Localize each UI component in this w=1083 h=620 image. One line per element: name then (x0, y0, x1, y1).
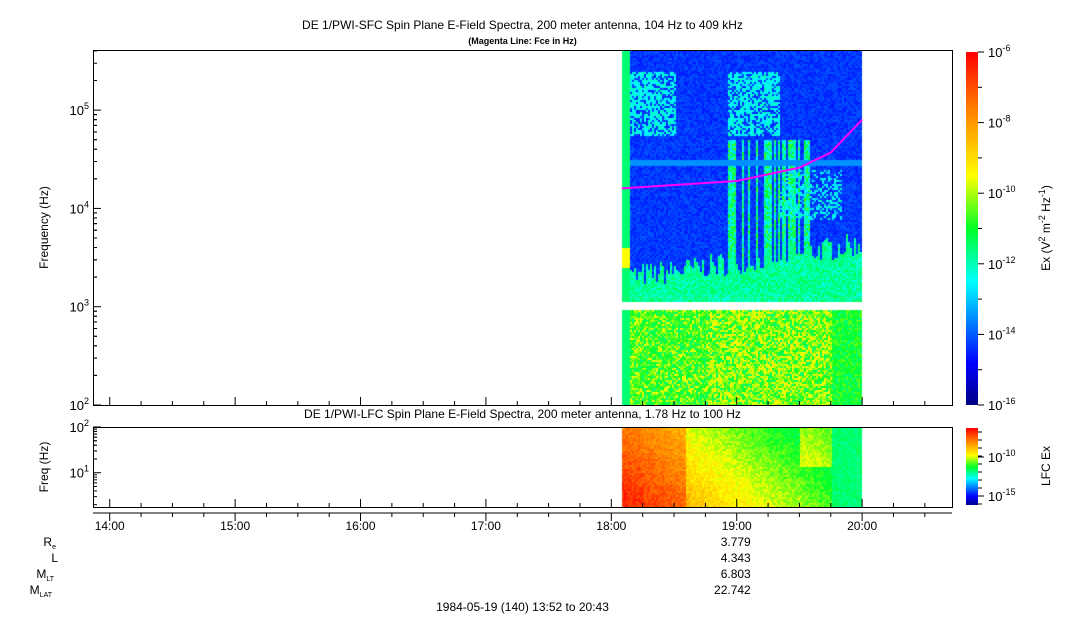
top-panel-frame (93, 50, 953, 406)
ephemeris-label: L (51, 551, 58, 565)
ephemeris-label: MLAT (30, 583, 53, 599)
date-range-footer: 1984-05-19 (140) 13:52 to 20:43 (436, 600, 609, 614)
lfc-spectrogram (93, 427, 952, 507)
bottom-panel-frame (93, 427, 953, 508)
top-panel-title: DE 1/PWI-SFC Spin Plane E-Field Spectra,… (302, 18, 743, 32)
fce-line (621, 118, 863, 190)
sfc-spectrogram (93, 50, 952, 405)
lfc-y-tick-label: 102 (70, 418, 89, 435)
x-tick-label: 16:00 (346, 519, 376, 533)
ephemeris-value: 6.803 (721, 567, 751, 581)
sfc-colorbar-tick-label: 10-12 (988, 255, 1015, 272)
sfc-colorbar (966, 52, 978, 405)
sfc-colorbar-tick-label: 10-10 (988, 184, 1015, 201)
ephemeris-label: Re (43, 535, 56, 551)
x-tick-label: 19:00 (722, 519, 752, 533)
ephemeris-value: 3.779 (721, 535, 751, 549)
x-tick-label: 20:00 (847, 519, 877, 533)
sfc-y-axis-label: Frequency (Hz) (37, 186, 51, 269)
sfc-y-tick-label: 102 (70, 396, 89, 413)
sfc-y-tick-label: 103 (70, 298, 89, 315)
sfc-colorbar-tick-label: 10-16 (988, 396, 1015, 413)
sfc-colorbar-tick-label: 10-14 (988, 325, 1015, 342)
lfc-colorbar (966, 428, 978, 505)
lfc-colorbar-tick-label: 10-15 (988, 487, 1015, 504)
bottom-panel-title: DE 1/PWI-LFC Spin Plane E-Field Spectra,… (304, 407, 741, 421)
x-tick-label: 14:00 (95, 519, 125, 533)
x-tick-label: 15:00 (220, 519, 250, 533)
sfc-colorbar-tick-label: 10-6 (988, 43, 1010, 60)
x-tick-label: 18:00 (596, 519, 626, 533)
sfc-colorbar-tick-label: 10-8 (988, 114, 1010, 131)
sfc-colorbar-label: Ex (V2 m-2 Hz-1) (1037, 185, 1053, 271)
sfc-y-tick-label: 104 (70, 199, 89, 216)
lfc-y-tick-label: 101 (70, 464, 89, 481)
lfc-colorbar-tick-label: 10-10 (988, 448, 1015, 465)
lfc-colorbar-label: LFC Ex (1039, 446, 1053, 486)
top-panel-subtitle: (Magenta Line: Fce in Hz) (468, 36, 577, 46)
ephemeris-label: MLT (36, 567, 54, 583)
ephemeris-value: 22.742 (714, 583, 751, 597)
sfc-y-tick-label: 105 (70, 101, 89, 118)
x-tick-label: 17:00 (471, 519, 501, 533)
lfc-y-axis-label: Freq (Hz) (37, 442, 51, 493)
ephemeris-value: 4.343 (721, 551, 751, 565)
